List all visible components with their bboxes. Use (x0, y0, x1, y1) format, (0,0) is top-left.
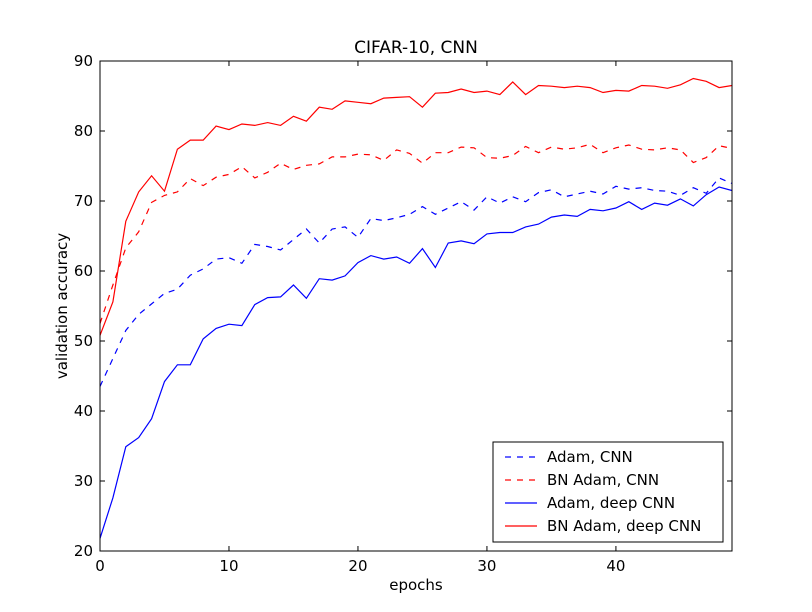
y-tick-label: 70 (74, 192, 93, 210)
y-tick-label: 30 (74, 472, 93, 490)
y-tick-label: 90 (74, 52, 93, 70)
x-tick-label: 40 (606, 557, 625, 575)
y-tick-label: 80 (74, 122, 93, 140)
y-axis-label: validation accuracy (53, 233, 71, 379)
y-tick-label: 60 (74, 262, 93, 280)
legend-label-3: Adam, deep CNN (547, 494, 675, 512)
series-line-1 (100, 177, 732, 387)
y-tick-label: 40 (74, 402, 93, 420)
x-tick-label: 20 (348, 557, 367, 575)
axis-ticks: 0 10 20 30 40 20 30 40 50 60 70 80 90 (74, 52, 732, 575)
x-axis-label: epochs (389, 576, 443, 594)
y-tick-label: 50 (74, 332, 93, 350)
series-line-2 (100, 143, 732, 324)
series-line-4 (100, 77, 732, 336)
x-tick-label: 30 (477, 557, 496, 575)
chart-title: CIFAR-10, CNN (354, 38, 478, 58)
y-tick-label: 20 (74, 542, 93, 560)
plot-frame (99, 60, 733, 552)
legend-label-1: Adam, CNN (547, 448, 633, 466)
legend-label-2: BN Adam, CNN (547, 471, 659, 489)
legend-label-4: BN Adam, deep CNN (547, 517, 701, 535)
legend: Adam, CNN BN Adam, CNN Adam, deep CNN BN Ad… (492, 441, 724, 543)
series-line-3 (100, 186, 732, 539)
x-tick-label: 10 (219, 557, 238, 575)
series-lines (100, 77, 732, 539)
x-tick-label: 0 (95, 557, 105, 575)
legend-box (492, 441, 724, 543)
